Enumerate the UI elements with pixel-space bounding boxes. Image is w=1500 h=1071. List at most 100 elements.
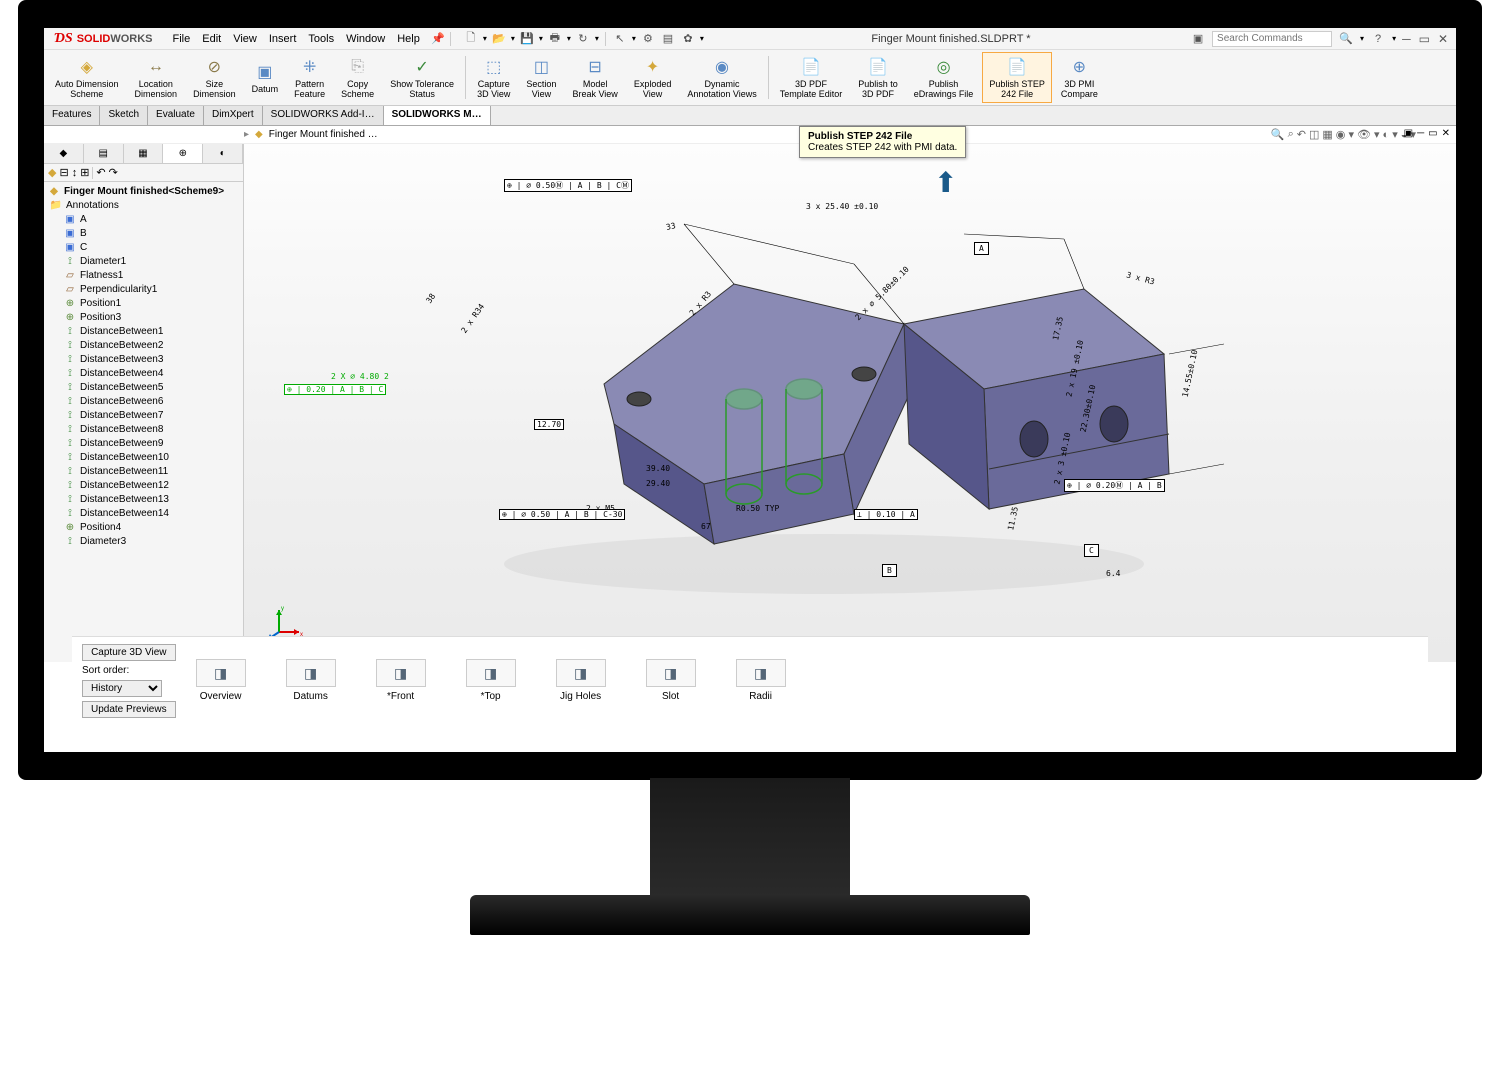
tree-item-distancebetween11[interactable]: ⟟DistanceBetween11 [46,464,241,478]
update-previews-button[interactable]: Update Previews [82,701,176,718]
dim-3940[interactable]: 39.40 [644,464,672,473]
new-icon[interactable]: 🗋 [463,31,479,47]
ribbon-auto-dimension-scheme[interactable]: ◈Auto DimensionScheme [48,52,126,103]
view-thumb-front[interactable]: ◨*Front [376,659,426,702]
tree-item-distancebetween10[interactable]: ⟟DistanceBetween10 [46,450,241,464]
ribbon-pattern-feature[interactable]: ⁜PatternFeature [287,52,332,103]
ribbon-datum[interactable]: ▣Datum [245,52,286,103]
view-orient-icon[interactable]: ▦ [1322,128,1332,141]
tab-features[interactable]: Features [44,106,100,125]
ribbon-publish-to-3d-pdf[interactable]: 📄Publish to3D PDF [851,52,905,103]
dim-selected[interactable]: 2 X ⌀ 4.80 2 [329,372,391,381]
section-view-icon[interactable]: ◫ [1309,128,1319,141]
layers-icon[interactable]: ▤ [660,31,676,47]
ribbon-copy-scheme[interactable]: ⎘CopyScheme [334,52,381,103]
tree-item-position3[interactable]: ⊕Position3 [46,310,241,324]
tab-solidworksm[interactable]: SOLIDWORKS M… [384,106,491,125]
vp-max-icon[interactable]: ▭ [1428,128,1437,139]
tab-evaluate[interactable]: Evaluate [148,106,204,125]
ribbon-publish-edrawings-file[interactable]: ◎PublisheDrawings File [907,52,981,103]
search-btn-icon[interactable]: ▣ [1190,31,1206,47]
tree-item-distancebetween12[interactable]: ⟟DistanceBetween12 [46,478,241,492]
menu-file[interactable]: File [173,33,191,45]
tree-item-diameter3[interactable]: ⟟Diameter3 [46,534,241,548]
hide-show-icon[interactable]: 👁 ▾ [1357,128,1380,141]
dim-r050[interactable]: R0.50 TYP [734,504,781,513]
vp-close-icon[interactable]: ✕ [1442,128,1450,139]
datum-a-target[interactable]: A [974,242,989,255]
pin-icon[interactable]: 📌 [430,31,446,47]
tree-icon[interactable]: ⊞ [80,166,89,179]
open-icon[interactable]: 📂 [491,31,507,47]
panel-tab-property[interactable]: ▤ [84,144,124,163]
ribbon-dynamic-annotation-views[interactable]: ◉DynamicAnnotation Views [680,52,763,103]
vp-restore-icon[interactable]: ▣ [1404,128,1413,139]
tab-solidworksaddi[interactable]: SOLIDWORKS Add-I… [263,106,384,125]
tree-item-distancebetween5[interactable]: ⟟DistanceBetween5 [46,380,241,394]
view-thumb-radii[interactable]: ◨Radii [736,659,786,702]
ribbon-exploded-view[interactable]: ✦ExplodedView [627,52,679,103]
ribbon-location-dimension[interactable]: ↔LocationDimension [128,52,185,103]
fcf-left-selected[interactable]: ⊕ | 0.20 | A | B | C [284,384,386,395]
print-icon[interactable]: 🖶 [547,31,563,47]
filter-icon[interactable]: ◆ [48,166,56,179]
panel-tab-config[interactable]: ▦ [124,144,164,163]
breadcrumb-text[interactable]: Finger Mount finished … [269,129,378,140]
tree-item-c[interactable]: ▣C [46,240,241,254]
settings-icon[interactable]: ✿ [680,31,696,47]
tree-item-distancebetween9[interactable]: ⟟DistanceBetween9 [46,436,241,450]
panel-tab-dimxpert[interactable]: ⊕ [163,144,203,163]
panel-tab-display[interactable]: ◐ [203,144,243,163]
search-go-icon[interactable]: 🔍 [1338,31,1354,47]
datum-c-target[interactable]: C [1084,544,1099,557]
ribbon-model-break-view[interactable]: ⊟ModelBreak View [565,52,624,103]
tree-root[interactable]: ◆Finger Mount finished<Scheme9> [46,184,241,198]
capture-3d-view-button[interactable]: Capture 3D View [82,644,176,661]
view-thumb-top[interactable]: ◨*Top [466,659,516,702]
display-style-icon[interactable]: ◉ ▾ [1336,128,1354,141]
menu-tools[interactable]: Tools [308,33,334,45]
zoom-fit-icon[interactable]: 🔍 [1271,128,1285,141]
tree-item-distancebetween6[interactable]: ⟟DistanceBetween6 [46,394,241,408]
menu-view[interactable]: View [233,33,257,45]
tab-sketch[interactable]: Sketch [100,106,148,125]
sort-order-select[interactable]: History [82,680,162,697]
menu-help[interactable]: Help [397,33,420,45]
tree-item-distancebetween4[interactable]: ⟟DistanceBetween4 [46,366,241,380]
menu-insert[interactable]: Insert [269,33,297,45]
search-commands-input[interactable] [1212,31,1332,47]
minimize-button[interactable]: ─ [1402,32,1411,46]
fcf-right[interactable]: ⊕ | ⌀ 0.20Ⓜ | A | B [1064,479,1165,492]
dim-1270[interactable]: 12.70 [534,419,564,430]
menu-window[interactable]: Window [346,33,385,45]
dim-2940[interactable]: 29.40 [644,479,672,488]
tree-item-position1[interactable]: ⊕Position1 [46,296,241,310]
ribbon-publish-step-242-file[interactable]: 📄Publish STEP242 File [982,52,1052,103]
tree-item-flatness1[interactable]: ▱Flatness1 [46,268,241,282]
expand-icon[interactable]: ⊟ [59,166,68,179]
appearance-icon[interactable]: ◐ ▾ [1383,128,1398,141]
tree-item-distancebetween1[interactable]: ⟟DistanceBetween1 [46,324,241,338]
scroll-icon[interactable]: ↕ [72,167,78,179]
tree-item-diameter1[interactable]: ⟟Diameter1 [46,254,241,268]
maximize-button[interactable]: ▭ [1419,32,1430,46]
options-icon[interactable]: ⚙ [640,31,656,47]
tree-item-perpendicularity1[interactable]: ▱Perpendicularity1 [46,282,241,296]
fcf-top[interactable]: ⊕ | ⌀ 0.50Ⓜ | A | B | CⓂ [504,179,632,192]
vp-min-icon[interactable]: ─ [1417,128,1424,139]
panel-tab-feature[interactable]: ◆ [44,144,84,163]
tree-item-annotations[interactable]: 📁Annotations [46,198,241,212]
tree-item-distancebetween14[interactable]: ⟟DistanceBetween14 [46,506,241,520]
tree-item-position4[interactable]: ⊕Position4 [46,520,241,534]
ribbon-3d-pmi-compare[interactable]: ⊕3D PMICompare [1054,52,1105,103]
dim-3x2540[interactable]: 3 x 25.40 ±0.10 [804,202,880,211]
tree-item-distancebetween2[interactable]: ⟟DistanceBetween2 [46,338,241,352]
fcf-perp[interactable]: ⊥ | 0.10 | A [854,509,918,520]
graphics-viewport[interactable]: ⊕ | ⌀ 0.50Ⓜ | A | B | CⓂ 3 x 25.40 ±0.10… [244,144,1456,662]
ribbon-size-dimension[interactable]: ⊘SizeDimension [186,52,243,103]
tree-item-a[interactable]: ▣A [46,212,241,226]
ribbon-show-tolerance-status[interactable]: ✓Show ToleranceStatus [383,52,461,103]
view-thumb-jigholes[interactable]: ◨Jig Holes [556,659,606,702]
tree-item-distancebetween3[interactable]: ⟟DistanceBetween3 [46,352,241,366]
fcf-bottom[interactable]: ⊕ | ⌀ 0.50 | A | B | C-30 [499,509,625,520]
